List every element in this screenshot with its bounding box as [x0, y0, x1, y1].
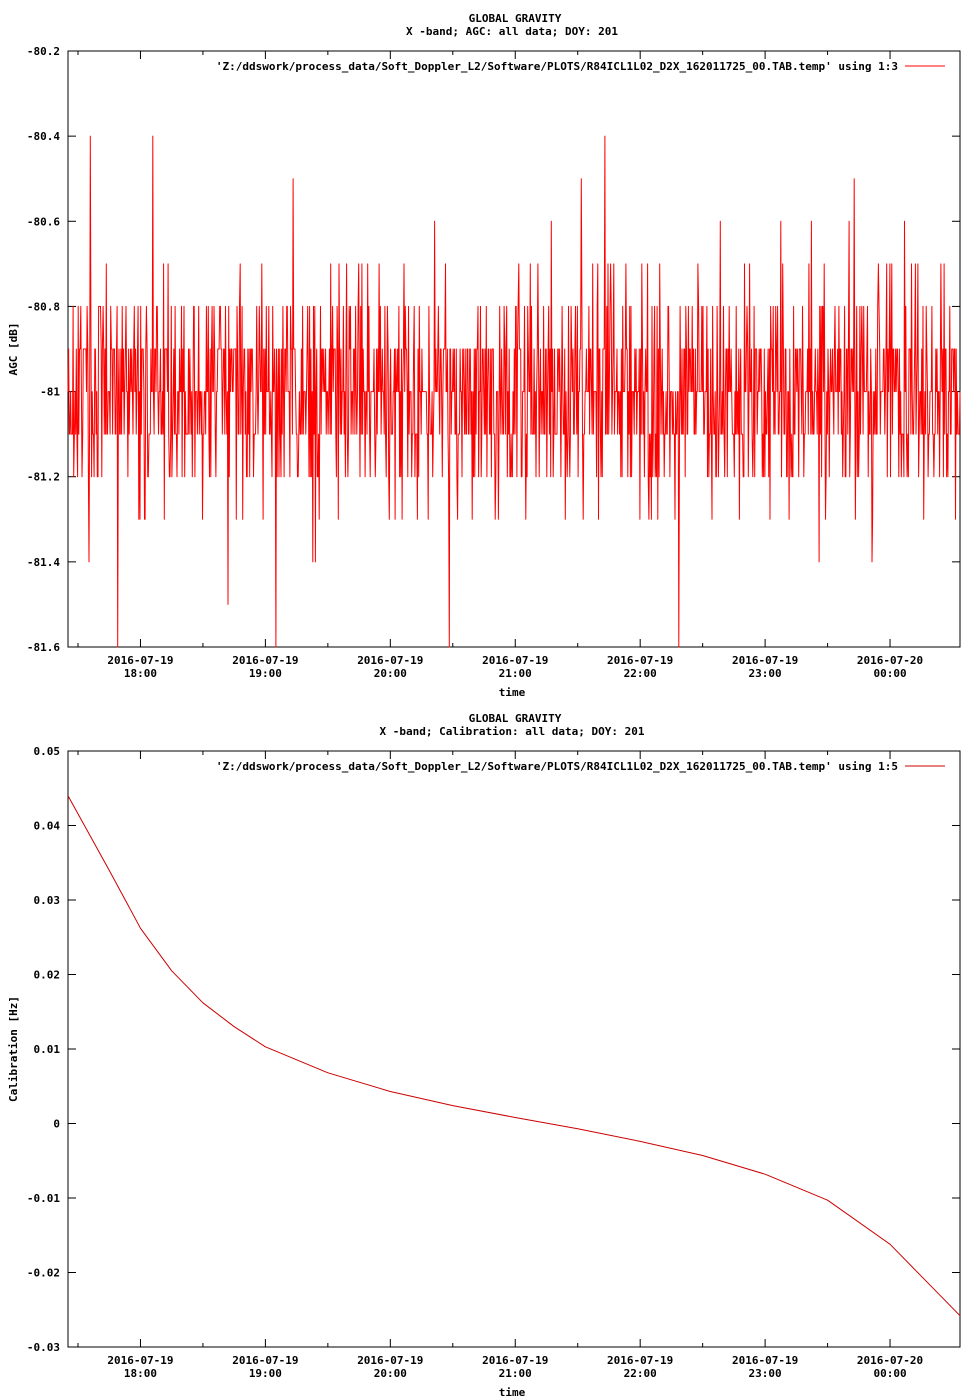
chart-title: GLOBAL GRAVITY	[469, 712, 562, 725]
x-tick-date-label: 2016-07-19	[732, 1354, 798, 1367]
x-tick-date-label: 2016-07-19	[107, 1354, 173, 1367]
x-tick-time-label: 19:00	[249, 667, 282, 680]
x-tick-time-label: 21:00	[499, 1367, 532, 1380]
x-tick-time-label: 22:00	[624, 667, 657, 680]
plot-frame	[67, 50, 961, 648]
plot-frame	[67, 750, 961, 1348]
x-tick-time-label: 23:00	[749, 1367, 782, 1380]
y-tick-label: -81.6	[27, 641, 60, 654]
x-tick-time-label: 00:00	[873, 1367, 906, 1380]
x-axis-label: time	[499, 686, 526, 699]
x-tick-date-label: 2016-07-19	[482, 654, 548, 667]
series-line-1	[67, 135, 961, 648]
x-tick-time-label: 18:00	[124, 667, 157, 680]
x-tick-date-label: 2016-07-19	[607, 654, 673, 667]
legend-label: 'Z:/ddswork/process_data/Soft_Doppler_L2…	[216, 60, 898, 73]
x-tick-date-label: 2016-07-19	[232, 1354, 298, 1367]
x-tick-date-label: 2016-07-19	[607, 1354, 673, 1367]
x-tick-date-label: 2016-07-20	[857, 1354, 923, 1367]
x-tick-date-label: 2016-07-19	[357, 654, 423, 667]
x-tick-time-label: 20:00	[374, 667, 407, 680]
y-tick-label: 0.05	[34, 745, 61, 758]
y-tick-label: -0.01	[27, 1192, 60, 1205]
chart-subtitle: X -band; AGC: all data; DOY: 201	[406, 25, 618, 38]
x-tick-time-label: 21:00	[499, 667, 532, 680]
x-axis-label: time	[499, 1386, 526, 1399]
y-tick-label: -80.4	[27, 130, 60, 143]
y-tick-label: -0.02	[27, 1267, 60, 1280]
y-axis-label: AGC [dB]	[7, 323, 20, 376]
x-tick-date-label: 2016-07-19	[482, 1354, 548, 1367]
y-tick-label: -81	[40, 386, 60, 399]
y-tick-label: -0.03	[27, 1341, 60, 1354]
chart-title: GLOBAL GRAVITY	[469, 12, 562, 25]
y-tick-label: -80.6	[27, 215, 60, 228]
y-axis-label: Calibration [Hz]	[7, 996, 20, 1102]
series-line-1	[67, 795, 961, 1317]
x-tick-date-label: 2016-07-19	[732, 654, 798, 667]
x-tick-date-label: 2016-07-20	[857, 654, 923, 667]
y-tick-label: -81.2	[27, 471, 60, 484]
x-tick-time-label: 00:00	[873, 667, 906, 680]
y-tick-label: 0.01	[34, 1043, 61, 1056]
y-tick-label: 0	[53, 1118, 60, 1131]
x-tick-date-label: 2016-07-19	[232, 654, 298, 667]
chart-subtitle: X -band; Calibration: all data; DOY: 201	[380, 725, 645, 738]
x-tick-date-label: 2016-07-19	[107, 654, 173, 667]
legend-label: 'Z:/ddswork/process_data/Soft_Doppler_L2…	[216, 760, 898, 773]
y-tick-label: -80.2	[27, 45, 60, 58]
x-tick-time-label: 19:00	[249, 1367, 282, 1380]
y-tick-label: -81.4	[27, 556, 60, 569]
x-tick-time-label: 23:00	[749, 667, 782, 680]
x-tick-time-label: 20:00	[374, 1367, 407, 1380]
x-tick-time-label: 18:00	[124, 1367, 157, 1380]
y-tick-label: -80.8	[27, 300, 60, 313]
y-tick-label: 0.02	[34, 969, 61, 982]
y-tick-label: 0.03	[34, 894, 61, 907]
x-tick-time-label: 22:00	[624, 1367, 657, 1380]
x-tick-date-label: 2016-07-19	[357, 1354, 423, 1367]
y-tick-label: 0.04	[34, 820, 61, 833]
